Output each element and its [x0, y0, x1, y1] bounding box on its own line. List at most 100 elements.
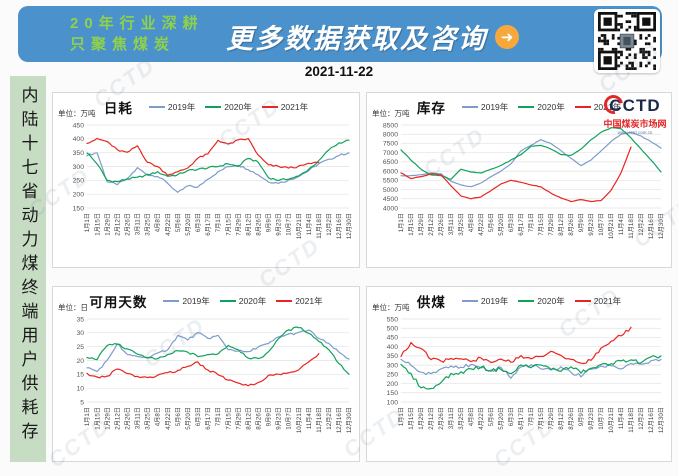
chart-legend: 2019年 2020年 2021年 — [461, 101, 622, 113]
legend-label: 2019年 — [167, 102, 196, 112]
svg-text:7月29日: 7月29日 — [548, 213, 555, 236]
svg-text:10月21日: 10月21日 — [608, 213, 615, 239]
svg-text:6月17日: 6月17日 — [205, 407, 212, 430]
svg-text:200: 200 — [73, 191, 85, 198]
svg-text:1月29日: 1月29日 — [104, 213, 111, 236]
svg-text:5000: 5000 — [383, 187, 398, 194]
svg-text:12月16日: 12月16日 — [336, 213, 343, 239]
arrow-right-icon: ➜ — [495, 24, 519, 49]
svg-text:35: 35 — [76, 316, 84, 323]
svg-text:350: 350 — [387, 353, 399, 360]
svg-text:1月15日: 1月15日 — [94, 213, 101, 236]
report-date: 2021-11-22 — [304, 64, 374, 79]
legend-swatch-icon — [518, 300, 535, 302]
chart-panel-daily-consumption: 日耗 2019年 2020年 2021年 单位：万吨 450 400 350 300 250 200… — [52, 92, 360, 268]
svg-text:9月9日: 9月9日 — [266, 407, 273, 426]
svg-text:10月7日: 10月7日 — [598, 407, 605, 430]
svg-text:3月25日: 3月25日 — [145, 407, 152, 430]
svg-text:12月2日: 12月2日 — [326, 213, 333, 236]
svg-text:7月1日: 7月1日 — [215, 407, 222, 426]
chart-title: 可用天数 — [89, 295, 148, 310]
chart-title-row: 可用天数 2019年 2020年 2021年 — [53, 287, 359, 311]
svg-text:8月26日: 8月26日 — [568, 407, 575, 430]
svg-text:400: 400 — [73, 136, 85, 143]
header-main-title: 更多数据获取及咨询 — [226, 24, 487, 54]
svg-text:5月6日: 5月6日 — [175, 213, 182, 232]
svg-text:8000: 8000 — [383, 132, 398, 139]
svg-text:10月21日: 10月21日 — [608, 407, 615, 433]
chart-title: 日耗 — [103, 101, 133, 116]
svg-text:15: 15 — [76, 372, 84, 379]
chart-panel-coal-supply: 供煤 2019年 2020年 2021年 单位：万吨 550 500 450 400 350 300… — [366, 286, 672, 462]
legend-label: 2019年 — [480, 102, 509, 112]
legend-label: 2020年 — [537, 102, 565, 112]
svg-text:8月26日: 8月26日 — [256, 407, 263, 430]
svg-text:7月1日: 7月1日 — [528, 407, 535, 426]
chart-plot-svg: 8500 8000 7500 7000 6500 6000 5500 5000 4500 4000… — [383, 122, 665, 239]
legend-item-2020年: 2020年 — [219, 295, 267, 307]
svg-text:1月1日: 1月1日 — [398, 407, 405, 426]
cctd-logo-word: CCTD — [600, 91, 660, 118]
legend-item-2020年: 2020年 — [518, 295, 565, 307]
legend-label: 2021年 — [593, 102, 622, 112]
legend-item-2019年: 2019年 — [461, 101, 509, 113]
svg-text:4月8日: 4月8日 — [155, 407, 162, 426]
svg-text:4月22日: 4月22日 — [478, 213, 485, 236]
svg-text:9月23日: 9月23日 — [588, 407, 595, 430]
svg-text:2月26日: 2月26日 — [438, 213, 445, 236]
svg-text:8月12日: 8月12日 — [245, 213, 252, 236]
svg-text:4月22日: 4月22日 — [478, 407, 485, 430]
svg-text:2月26日: 2月26日 — [438, 407, 445, 430]
svg-text:6月17日: 6月17日 — [205, 213, 212, 236]
svg-text:2月12日: 2月12日 — [428, 407, 435, 430]
svg-text:100: 100 — [387, 399, 399, 406]
svg-text:7月15日: 7月15日 — [538, 407, 545, 430]
svg-text:8500: 8500 — [383, 122, 398, 129]
svg-text:450: 450 — [387, 335, 399, 342]
svg-text:12月16日: 12月16日 — [336, 407, 343, 433]
svg-text:11月4日: 11月4日 — [618, 213, 625, 235]
chart-title-row: 供煤 2019年 2020年 2021年 — [367, 287, 671, 311]
tagline-line1: 20年行业深耕 — [70, 15, 204, 32]
svg-text:1月29日: 1月29日 — [418, 407, 425, 430]
svg-text:550: 550 — [387, 316, 399, 323]
legend-label: 2020年 — [238, 296, 267, 306]
svg-text:12月2日: 12月2日 — [638, 213, 645, 236]
svg-text:400: 400 — [387, 344, 399, 351]
qr-code-image — [598, 12, 656, 70]
legend-item-2021年: 2021年 — [276, 295, 323, 307]
legend-label: 2021年 — [295, 296, 323, 306]
svg-text:6月17日: 6月17日 — [518, 213, 525, 236]
wechat-qr-code — [594, 9, 660, 73]
svg-text:1月15日: 1月15日 — [408, 407, 415, 430]
svg-text:6月3日: 6月3日 — [508, 213, 515, 232]
legend-item-2021年: 2021年 — [574, 295, 621, 307]
svg-text:3月11日: 3月11日 — [135, 407, 142, 429]
svg-text:4月8日: 4月8日 — [468, 213, 475, 232]
arrow-glyph: ➜ — [500, 28, 514, 46]
svg-text:7月1日: 7月1日 — [215, 213, 222, 232]
svg-text:4月8日: 4月8日 — [155, 213, 162, 232]
legend-item-2019年: 2019年 — [148, 101, 196, 113]
svg-text:2月12日: 2月12日 — [114, 407, 121, 430]
svg-text:1月1日: 1月1日 — [398, 213, 405, 232]
legend-swatch-icon — [276, 300, 293, 302]
chart-title-row: 日耗 2019年 2020年 2021年 — [53, 93, 359, 117]
svg-text:25: 25 — [76, 344, 84, 351]
svg-text:9月23日: 9月23日 — [276, 213, 283, 236]
svg-text:250: 250 — [387, 372, 399, 379]
svg-text:8月12日: 8月12日 — [558, 213, 565, 236]
chart-unit-label: 单位：日 — [58, 303, 88, 312]
svg-text:12月16日: 12月16日 — [648, 213, 655, 239]
svg-text:9月23日: 9月23日 — [588, 213, 595, 236]
legend-item-2020年: 2020年 — [518, 101, 565, 113]
svg-text:9月9日: 9月9日 — [578, 213, 585, 232]
legend-swatch-icon — [574, 106, 591, 108]
svg-text:5: 5 — [80, 399, 84, 406]
svg-text:8月12日: 8月12日 — [245, 407, 252, 430]
legend-swatch-icon — [574, 300, 591, 302]
svg-text:250: 250 — [73, 178, 85, 185]
svg-text:5月6日: 5月6日 — [488, 213, 495, 232]
